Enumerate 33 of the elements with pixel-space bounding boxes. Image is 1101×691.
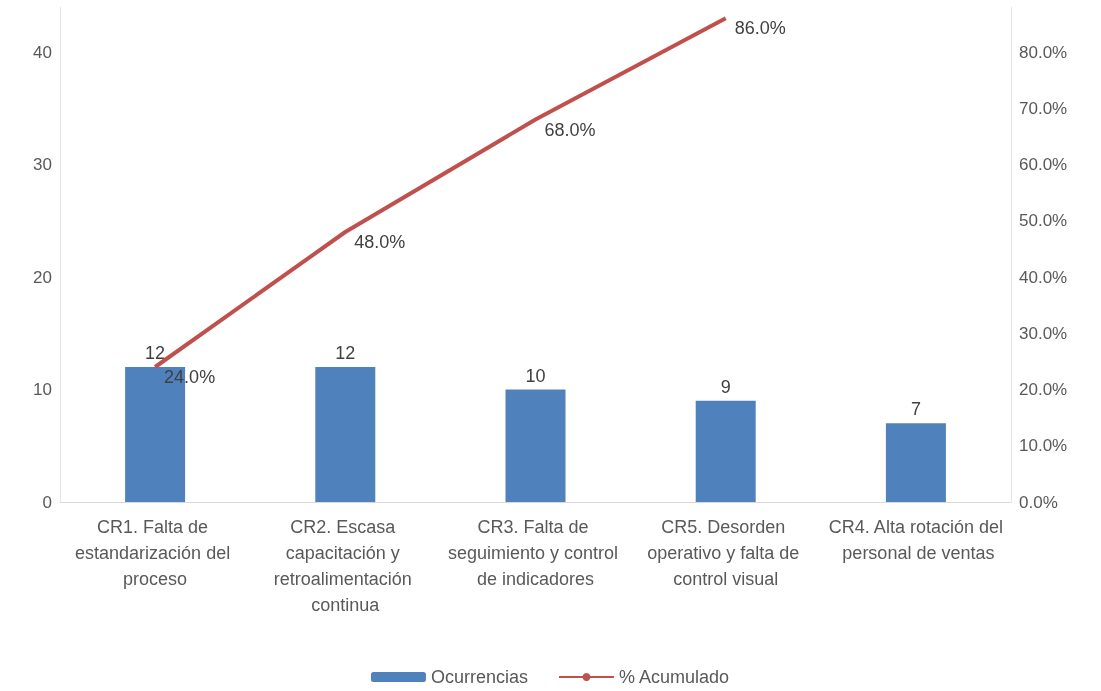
legend-label: % Acumulado	[618, 667, 730, 687]
y2-tick-label: 70.0%	[1019, 98, 1068, 118]
bar	[885, 423, 946, 502]
y2-tick-label: 10.0%	[1019, 436, 1068, 456]
data-label: 7	[910, 399, 921, 420]
data-label: 48.0%	[354, 232, 406, 252]
y2-tick-label: 80.0%	[1019, 42, 1068, 62]
y-tick-label: 20	[33, 267, 52, 287]
x-tick-label: CR2. Escasa capacitación y retroalimentación continua	[273, 517, 417, 615]
data-label: 68.0%	[544, 119, 596, 140]
y2-tick-label: 0.0%	[1019, 492, 1058, 512]
y-tick-label: 40	[33, 42, 52, 62]
x-tick-label: CR4. Alta rotación del personal de ventas	[828, 517, 1003, 563]
y-tick-label: 10	[33, 380, 52, 399]
x-tick-label: CR3. Falta de seguimiento y control de indicadores	[447, 517, 624, 589]
bar	[315, 367, 376, 502]
bar	[505, 389, 566, 502]
data-label: 86.0%	[734, 18, 786, 39]
x-tick-label: CR5. Desorden operativo y falta de control visual	[647, 517, 805, 589]
y-tick-label: 0	[42, 492, 52, 512]
y-tick-label: 30	[33, 155, 52, 174]
bar	[695, 400, 756, 502]
x-tick-label: CR1. Falta de estandarización del proceso	[75, 517, 236, 589]
y2-tick-label: 40.0%	[1019, 267, 1068, 287]
y2-tick-label: 60.0%	[1019, 155, 1068, 174]
legend-label: Ocurrencias	[430, 667, 528, 687]
data-label: 9	[720, 376, 731, 397]
data-label: 12	[145, 343, 166, 363]
y2-tick-label: 30.0%	[1019, 323, 1068, 343]
data-label: 12	[335, 343, 356, 363]
data-label: 10	[525, 365, 546, 386]
y2-tick-label: 50.0%	[1019, 211, 1068, 231]
y2-tick-label: 20.0%	[1019, 380, 1068, 399]
